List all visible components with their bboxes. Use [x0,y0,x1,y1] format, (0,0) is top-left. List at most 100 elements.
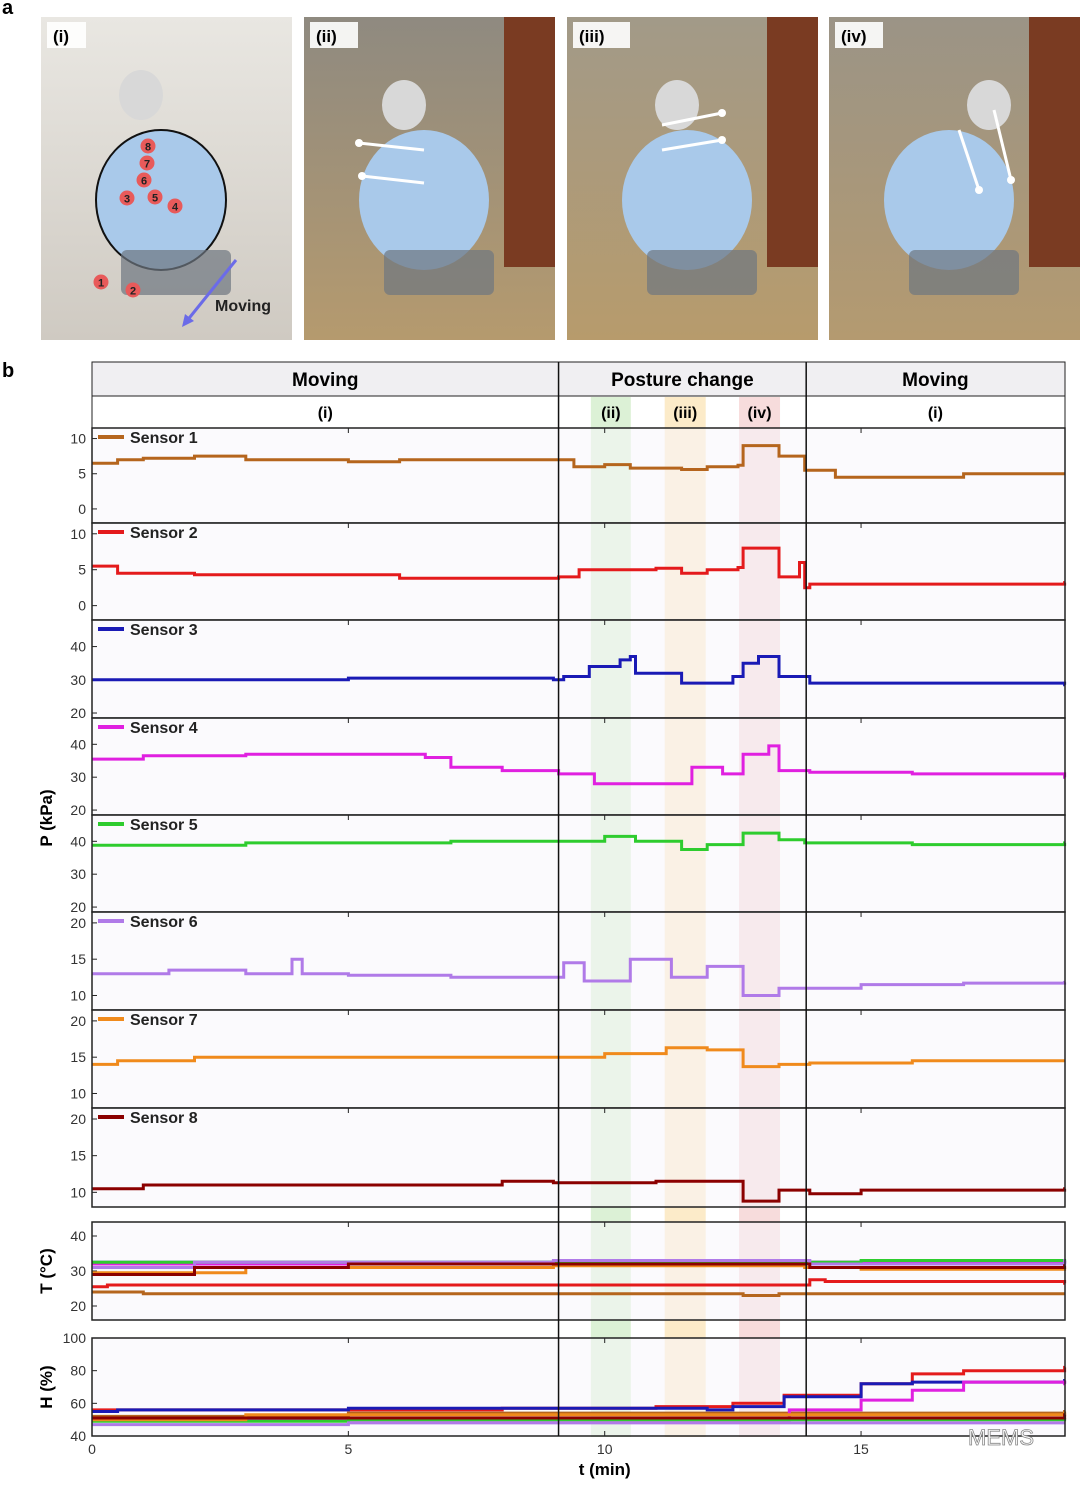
humidity-panel: 40 60 80 100 [63,1330,1067,1444]
panel-background [92,428,1065,523]
photo-label-bg [310,22,358,48]
humidity-y-axis-label: H (%) [37,1365,56,1408]
series-line-sensor-3 [92,655,1067,687]
y-tick-label: 30 [70,672,86,688]
photo-2: (ii) [304,17,555,340]
y-tick-label: 40 [70,639,86,655]
y-tick-label: 100 [63,1330,87,1346]
sensor-marker-1 [93,274,109,290]
x-tick-label: 10 [597,1441,613,1457]
series-line-sensor-6 [92,1421,1065,1427]
panel-background [92,815,1065,912]
panel-background [92,912,1065,1010]
temperature-panel: 20 30 40 [70,1221,1067,1321]
photo-label: (iv) [841,27,867,46]
photo-label-bg [47,22,86,48]
direction-arrow-icon [661,111,723,127]
panel-frame [91,1337,1066,1437]
photo-label: (i) [53,27,69,46]
door-shape [767,17,818,267]
phase-label: Moving [292,370,359,391]
photo-label-bg [835,22,883,48]
pressure-panel-sensor-1: 0 5 10 Sensor 1 [70,427,1066,524]
door-shape [504,17,555,267]
footrest-pad [121,250,231,295]
y-tick-label: 10 [70,1085,86,1101]
phase-header-row [91,361,1066,397]
panel-background [92,718,1065,815]
series-line-sensor-6 [92,957,1067,997]
y-tick-label: 10 [70,526,86,542]
subphase-label: (i) [318,405,333,422]
sensor-marker-7 [139,155,155,171]
pressure-panel-sensor-6: 10 15 20 Sensor 6 [70,911,1067,1011]
sensor-chart: Moving (i) Posture change Moving (i) (ii) (iii… [37,361,1067,1479]
legend-label: Sensor 3 [130,622,198,639]
blurred-face [119,70,163,120]
y-tick-label: 20 [70,1013,86,1029]
y-tick-label: 80 [70,1363,86,1379]
photo-4: (iv) [829,17,1080,340]
direction-arrowhead-icon [975,186,983,194]
band-label: (iii) [673,405,697,422]
photo-3: (iii) [567,17,818,340]
photo-label: (iii) [579,27,605,46]
y-tick-label: 20 [70,705,86,721]
y-tick-label: 10 [70,431,86,447]
subphase-header-row [91,395,1066,429]
pressure-y-axis-label: P (kPa) [37,789,56,846]
direction-arrowhead-icon [358,172,366,180]
direction-arrow-icon [957,129,981,191]
panel-background [92,620,1065,718]
pressure-panel-sensor-8: 10 15 20 Sensor 8 [70,1107,1067,1208]
pressure-panel-sensor-7: 10 15 20 Sensor 7 [70,1009,1066,1109]
series-line-sensor-1 [92,444,1065,479]
y-tick-label: 15 [70,1049,86,1065]
sensor-marker-4 [167,198,183,214]
phase-label: Posture change [611,370,754,391]
y-tick-label: 10 [70,987,86,1003]
pressure-panel-sensor-3: 20 30 40 Sensor 3 [70,619,1067,721]
sensor-marker-label: 4 [172,202,179,214]
patient-body [622,130,752,270]
direction-arrow-icon [992,109,1013,181]
series-line-sensor-5 [92,831,1067,851]
subphase-label: (i) [928,405,943,422]
sensor-marker-label: 7 [144,159,150,171]
y-tick-label: 5 [78,466,86,482]
legend-label: Sensor 5 [130,817,198,834]
series-line-sensor-2 [92,546,1067,590]
panel-background [92,1222,1065,1320]
y-tick-label: 15 [70,951,86,967]
y-tick-label: 15 [70,1148,86,1164]
direction-arrow-icon [358,141,425,152]
y-tick-label: 20 [70,802,86,818]
y-tick-label: 40 [70,833,86,849]
moving-arrowhead-icon [182,314,194,327]
sensor-marker-6 [136,172,152,188]
series-line-sensor-3 [92,1379,1067,1413]
series-line-sensor-1 [92,1290,1065,1297]
legend-label: Sensor 8 [130,1110,198,1127]
sensor-marker-label: 6 [141,176,147,188]
panel-frame [91,1107,1066,1208]
panel-letter-b: b [2,360,14,382]
photo-label: (ii) [316,27,337,46]
moving-arrow-icon [184,259,238,323]
pressure-panel-sensor-2: 0 5 10 Sensor 2 [70,522,1067,621]
panel-letter-a: a [2,0,14,19]
direction-arrowhead-icon [355,139,363,147]
moving-annotation: Moving [215,298,271,315]
series-line-sensor-4 [92,744,1067,786]
sensor-marker-label: 5 [152,193,158,205]
direction-arrow-icon [661,138,723,152]
temperature-y-axis-label: T (°C) [37,1248,56,1294]
y-tick-label: 20 [70,1111,86,1127]
panel-frame [91,1221,1066,1321]
y-tick-label: 0 [78,501,86,517]
blurred-face [655,80,699,130]
y-tick-label: 30 [70,769,86,785]
footrest-pad [647,250,757,295]
sensor-marker-8 [140,138,156,154]
